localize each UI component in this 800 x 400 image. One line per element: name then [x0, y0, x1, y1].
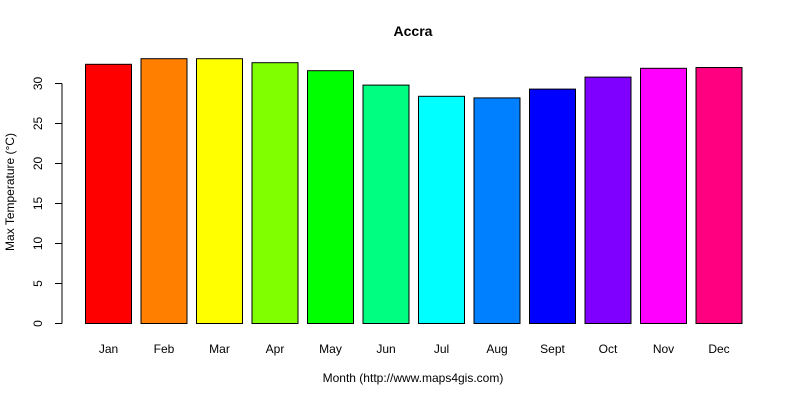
- bar-nov: [640, 67, 687, 324]
- y-tick-label: 15: [31, 197, 45, 211]
- x-tick-label: Jul: [434, 342, 449, 356]
- bar-aug: [473, 97, 521, 325]
- x-axis-title: Month (http://www.maps4gis.com): [323, 371, 504, 385]
- x-tick-label: Nov: [653, 342, 674, 356]
- x-tick-label: Jan: [99, 342, 118, 356]
- bar-jul: [418, 95, 465, 324]
- y-tick-label: 25: [31, 117, 45, 131]
- x-tick-label: Oct: [599, 342, 618, 356]
- y-axis-title: Max Temperature (°C): [3, 133, 17, 251]
- bar-jun: [362, 84, 410, 324]
- y-tick-label: 5: [31, 280, 45, 287]
- x-tick-label: Feb: [154, 342, 175, 356]
- chart-title: Accra: [394, 23, 433, 39]
- bar-apr: [251, 62, 299, 324]
- y-tick-label: 30: [31, 77, 45, 91]
- bar-feb: [140, 58, 188, 324]
- y-tick-label: 10: [31, 237, 45, 251]
- y-tick-label: 0: [31, 320, 45, 327]
- bar-mar: [196, 58, 243, 324]
- x-tick-label: Mar: [209, 342, 230, 356]
- bar-sept: [529, 88, 576, 324]
- bar-dec: [695, 67, 743, 324]
- x-tick-label: Dec: [708, 342, 729, 356]
- x-axis-categories: Jan Feb Mar Apr May Jun Jul Aug Sept Oct Nov Dec: [99, 342, 730, 356]
- bar-may: [307, 70, 354, 324]
- x-tick-label: Sept: [540, 342, 565, 356]
- x-tick-label: Jun: [376, 342, 395, 356]
- y-tick-label: 20: [31, 157, 45, 171]
- x-tick-label: Aug: [486, 342, 507, 356]
- bar-jan: [85, 63, 132, 325]
- y-axis: 0 5 10 15 20 25 30: [31, 77, 63, 327]
- bar-oct: [584, 76, 632, 324]
- bars-group: [85, 58, 743, 325]
- x-tick-label: Apr: [266, 342, 285, 356]
- x-tick-label: May: [319, 342, 342, 356]
